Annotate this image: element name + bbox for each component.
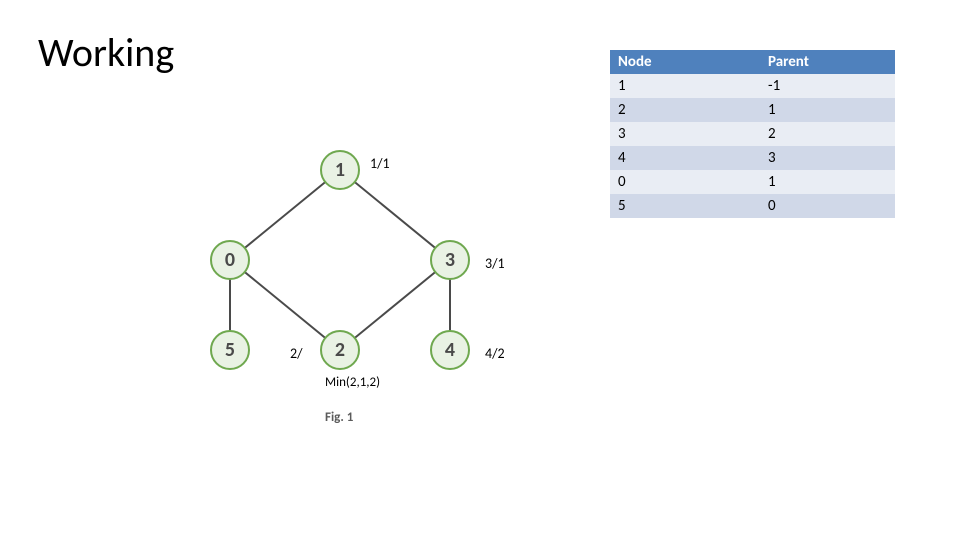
table-row: 01 (610, 170, 895, 194)
graph-node-0: 0 (210, 240, 250, 280)
graph-edge (230, 170, 340, 260)
graph-annotation-1: 3/1 (485, 255, 505, 272)
graph-annotation-3: 4/2 (485, 345, 505, 362)
table-cell: 3 (610, 122, 760, 146)
table-header-cell: Parent (760, 50, 895, 74)
table-cell: 1 (760, 98, 895, 122)
graph-node-5: 5 (210, 330, 250, 370)
table-body: 1-12132430150 (610, 74, 895, 218)
page-title: Working (38, 28, 174, 77)
tree-graph: 1 0 3 5 2 4 1/1 3/1 2/4/2 Min(2,1,2) Fig. 1 (175, 140, 515, 450)
graph-node-3: 3 (430, 240, 470, 280)
parent-table: NodeParent 1-12132430150 (610, 50, 895, 218)
table-header-cell: Node (610, 50, 760, 74)
table-cell: 1 (610, 74, 760, 98)
graph-node-4: 4 (430, 330, 470, 370)
figure-caption: Fig. 1 (325, 410, 353, 425)
table-cell: 3 (760, 146, 895, 170)
table-row: 1-1 (610, 74, 895, 98)
table-cell: 0 (760, 194, 895, 218)
table-cell: 2 (760, 122, 895, 146)
slide: Working 1035241/13/12/4/2Min(2,1,2)Fig. … (0, 0, 960, 540)
table-row: 32 (610, 122, 895, 146)
table-cell: 1 (760, 170, 895, 194)
table-cell: -1 (760, 74, 895, 98)
graph-node-1: 1 (320, 150, 360, 190)
graph-node-2: 2 (320, 330, 360, 370)
graph-annotation-0: 1/1 (370, 155, 390, 172)
table-cell: 2 (610, 98, 760, 122)
table-row: 50 (610, 194, 895, 218)
table-header-row: NodeParent (610, 50, 895, 74)
graph-annotation-2: 2/ (290, 345, 303, 362)
table-row: 21 (610, 98, 895, 122)
table-cell: 4 (610, 146, 760, 170)
table-cell: 0 (610, 170, 760, 194)
table-cell: 5 (610, 194, 760, 218)
graph-annotation-4: Min(2,1,2) (325, 375, 380, 390)
table-row: 43 (610, 146, 895, 170)
